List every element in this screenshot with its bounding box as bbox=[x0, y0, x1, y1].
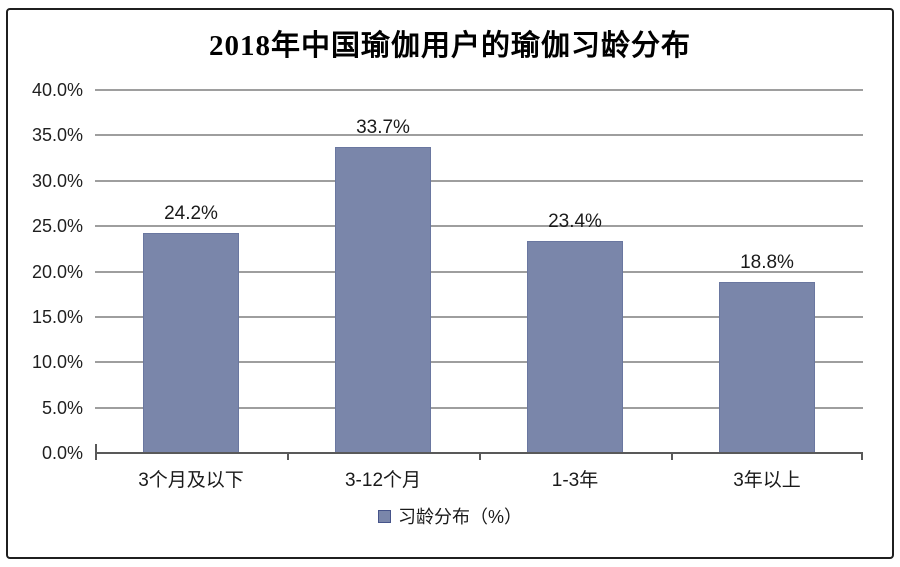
y-tick-label: 40.0% bbox=[31, 80, 83, 100]
bar-3年以上 bbox=[719, 282, 815, 453]
plot-area: 0.0% 5.0% 10.0% 15.0% 20.0% 25.0% 30.0% 35.0% 40… bbox=[32, 80, 863, 491]
x-axis-tick bbox=[95, 453, 97, 460]
x-tick-label: 3-12个月 bbox=[344, 470, 422, 491]
y-tick-label: 35.0% bbox=[31, 125, 83, 146]
x-tick-label: 3个月及以下 bbox=[138, 470, 244, 491]
x-axis-tick bbox=[861, 453, 863, 460]
y-tick-label: 20.0% bbox=[31, 261, 83, 282]
bar-value-label: 33.7% bbox=[356, 117, 410, 139]
gridline bbox=[95, 361, 863, 364]
x-tick-label: 3年以上 bbox=[733, 470, 801, 491]
y-axis-stub bbox=[95, 444, 97, 452]
bar-value-label: 23.4% bbox=[548, 210, 602, 232]
y-tick-label: 15.0% bbox=[31, 306, 83, 327]
bar-3个月及以下 bbox=[143, 233, 239, 453]
y-tick-label: 10.0% bbox=[31, 352, 83, 373]
gridline bbox=[95, 406, 863, 409]
gridline bbox=[95, 179, 863, 182]
bar-1-3年 bbox=[527, 240, 623, 453]
chart-title: 2018年中国瑜伽用户的瑜伽习龄分布 bbox=[208, 30, 691, 62]
legend: 习龄分布（%） bbox=[0, 503, 900, 529]
y-tick-label: 0.0% bbox=[41, 443, 83, 463]
y-tick-label: 5.0% bbox=[41, 397, 83, 418]
legend-label: 习龄分布（%） bbox=[397, 507, 522, 527]
legend-swatch-icon bbox=[377, 509, 391, 523]
bar-value-label: 18.8% bbox=[740, 252, 794, 274]
x-tick-label: 1-3年 bbox=[551, 470, 599, 491]
x-axis-tick bbox=[671, 453, 673, 460]
bar-value-label: 24.2% bbox=[164, 203, 218, 225]
y-tick-label: 25.0% bbox=[31, 216, 83, 237]
x-axis-tick bbox=[287, 453, 289, 460]
bar-3-12个月 bbox=[335, 147, 431, 453]
gridline bbox=[95, 270, 863, 273]
gridline bbox=[95, 89, 863, 91]
gridline bbox=[95, 225, 863, 228]
x-axis-tick bbox=[479, 453, 481, 460]
gridline bbox=[95, 134, 863, 137]
gridline bbox=[95, 315, 863, 318]
y-tick-label: 30.0% bbox=[31, 170, 83, 191]
